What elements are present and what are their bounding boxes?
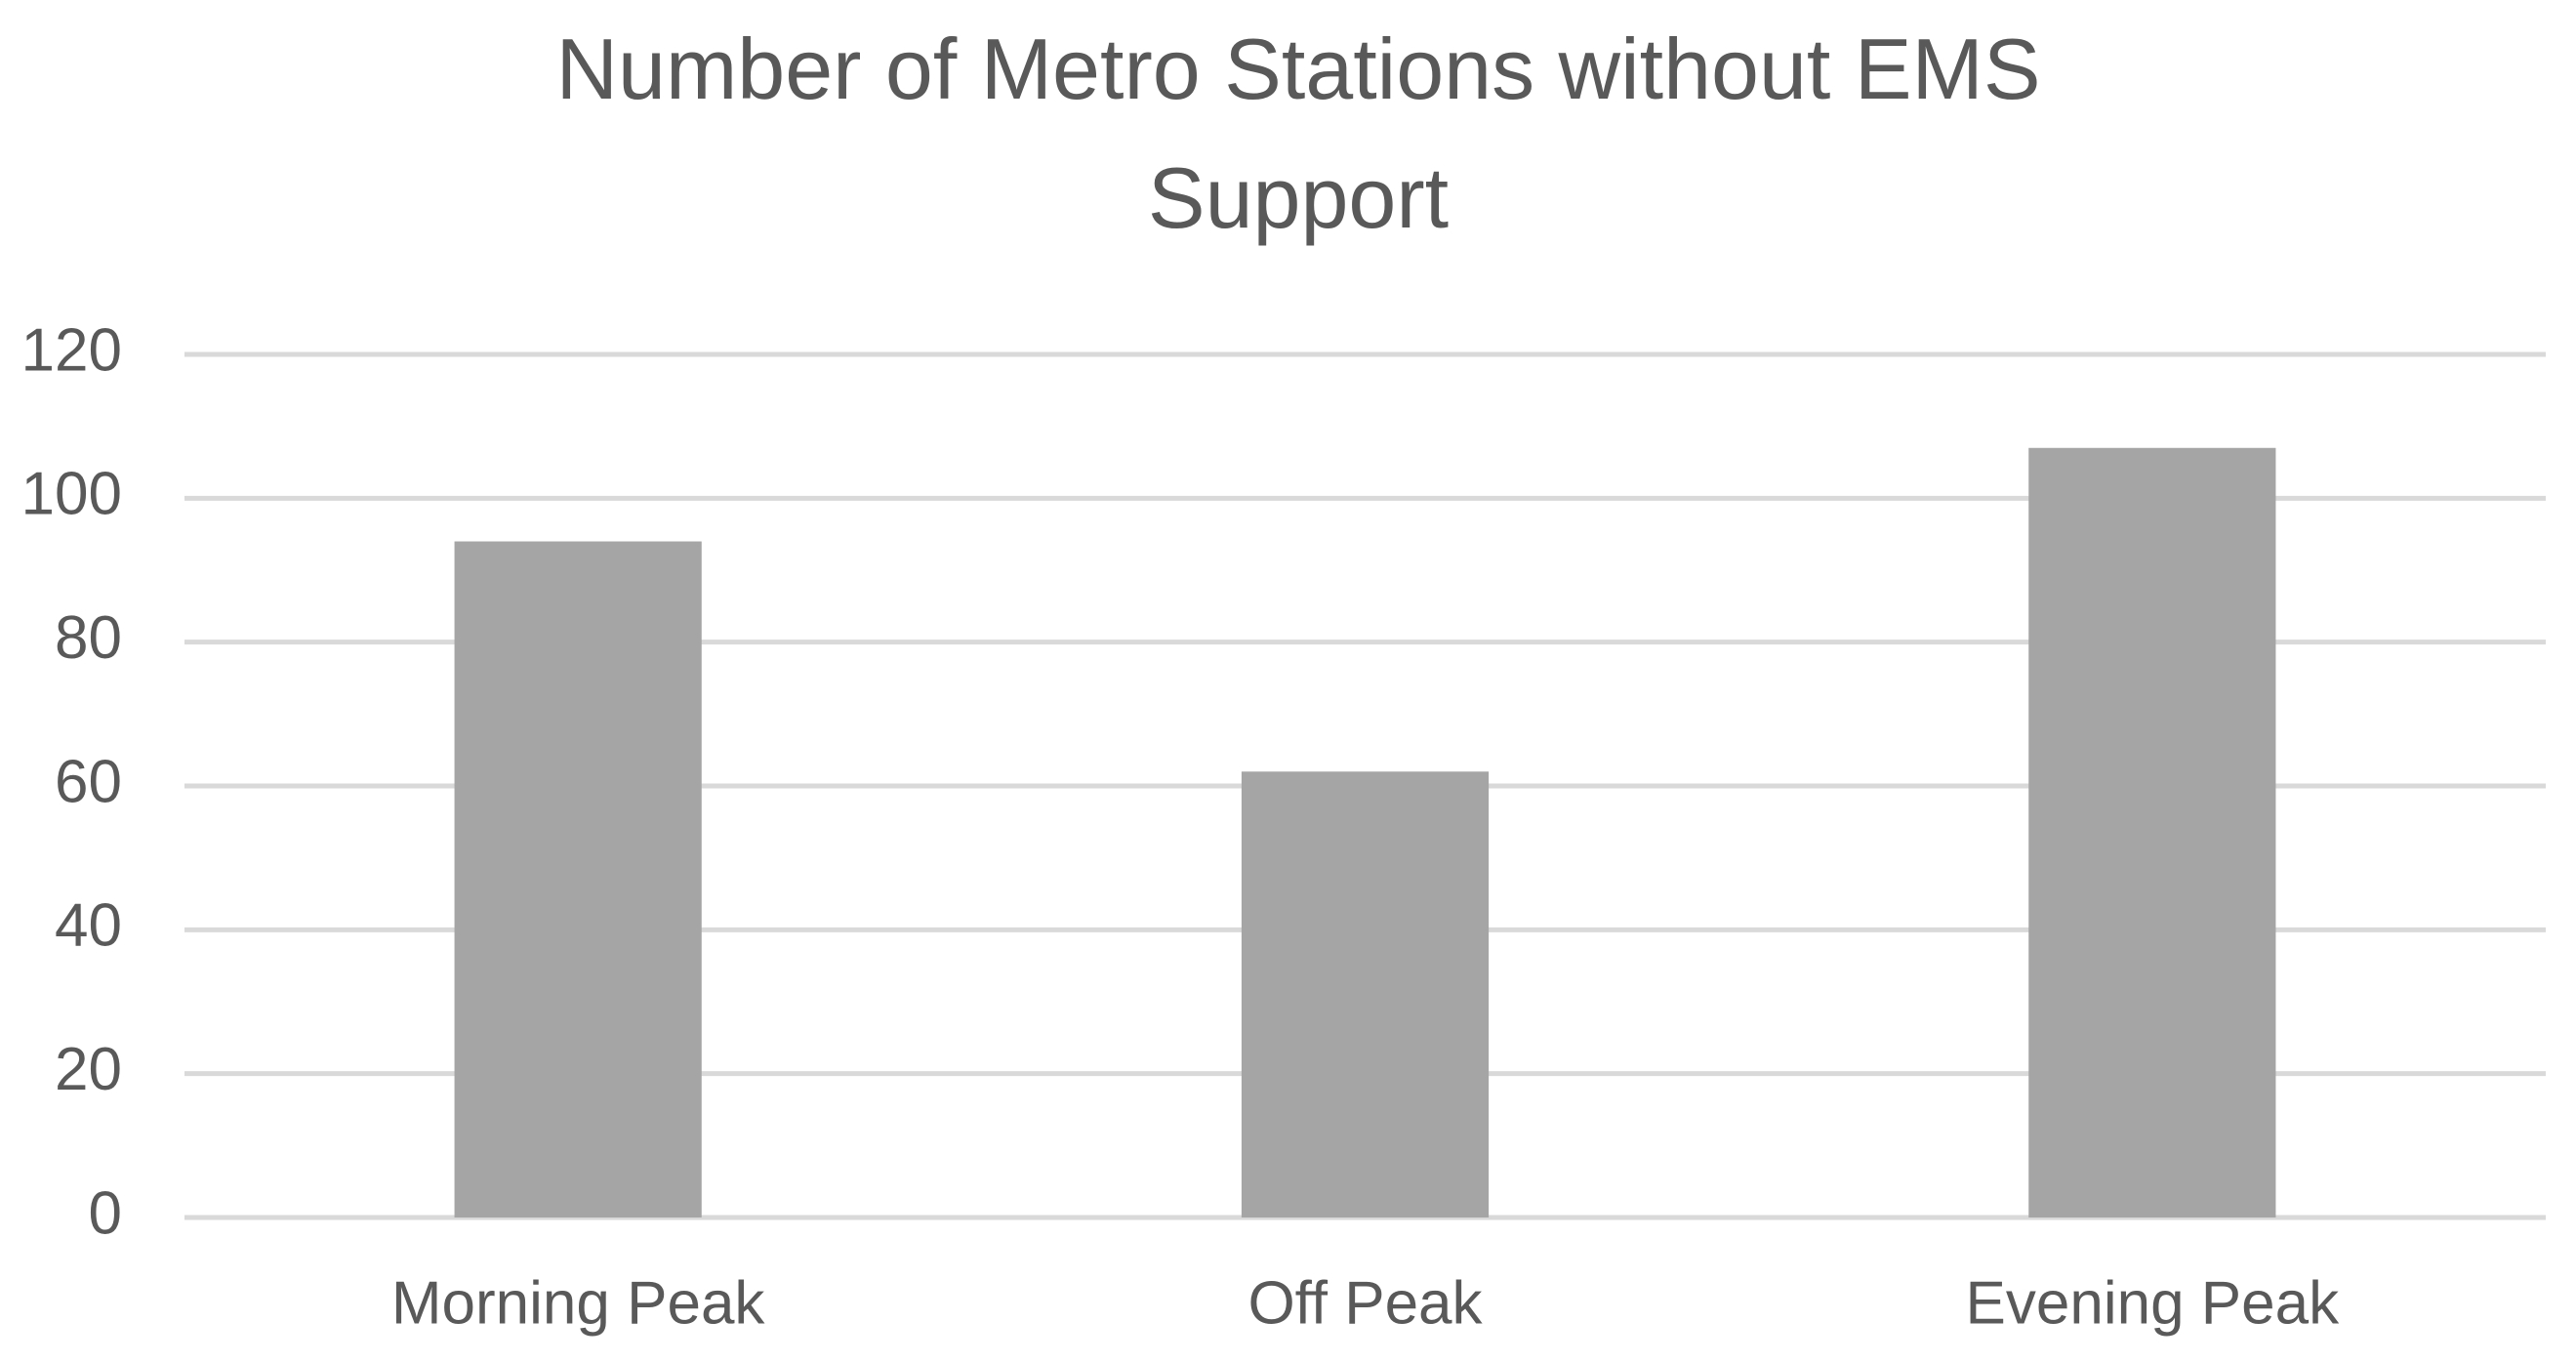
x-tick-label: Evening Peak (1966, 1269, 2341, 1337)
y-tick-label: 80 (55, 604, 122, 672)
y-tick-label: 0 (89, 1179, 122, 1247)
x-tick-label: Off Peak (1247, 1269, 1483, 1337)
bar (1241, 771, 1490, 1218)
y-tick-label: 100 (21, 461, 122, 528)
x-tick-label: Morning Peak (391, 1269, 766, 1337)
y-tick-label: 20 (55, 1036, 122, 1103)
chart-title: Number of Metro Stations without EMS Sup… (555, 21, 2041, 246)
bar (454, 541, 702, 1218)
y-tick-label: 60 (55, 748, 122, 815)
y-tick-label: 120 (21, 316, 122, 384)
y-tick-label: 40 (55, 892, 122, 960)
bar (2028, 447, 2276, 1218)
